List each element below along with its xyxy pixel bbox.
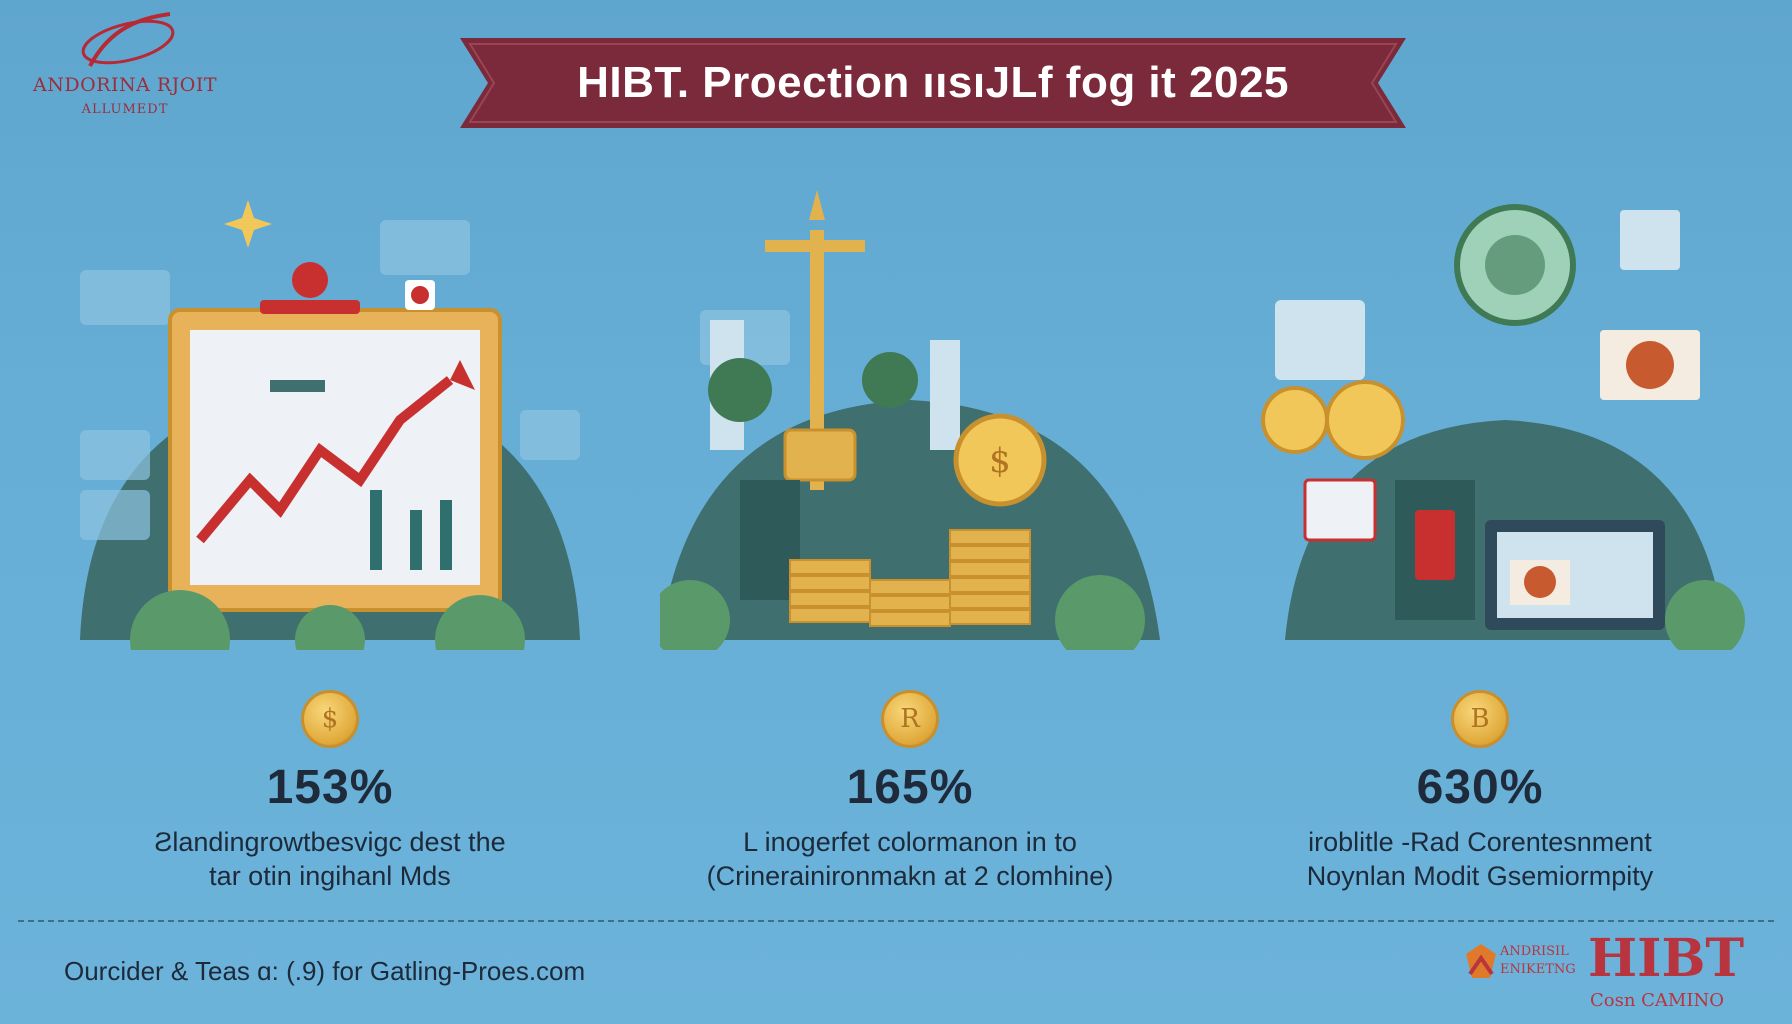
stat-block-2: R 165% L inogerfet colormanon in to (Cri… — [610, 690, 1210, 893]
stat-block-3: B 630% iroblitle -Rad Corentesnment Noyn… — [1180, 690, 1780, 893]
stat-percent: 630% — [1416, 761, 1544, 814]
stat-percent: 165% — [846, 761, 974, 814]
digital-casino-illustration — [1245, 180, 1745, 650]
stat-block-1: $ 153% Ƨlandingrowtbesvigc dest the tar … — [30, 690, 630, 893]
growth-chart-illustration — [80, 180, 580, 650]
logo-small-line2: ENIKETNG — [1500, 962, 1576, 977]
stat-description-line2: Noynlan Modit Gsemiormpity — [1306, 861, 1654, 891]
logo-tagline: ALLUMEDT — [81, 102, 169, 117]
coin-icon: R — [881, 690, 939, 748]
stat-description-line1: L inogerfet colormanon in to — [743, 827, 1077, 857]
title-banner: HIBT. Proection ıısıJLf fog it 2025 — [460, 38, 1406, 128]
source-credit: Ourcider & Teas ɑ: (.9) for Gatling-Proe… — [64, 956, 586, 986]
coin-icon: B — [1451, 690, 1509, 748]
logo-wordmark: HIBT — [1588, 928, 1745, 989]
city-coins-illustration: $ — [660, 180, 1160, 650]
brand-logo-top-left: ANDORINA RJOIT ALLUMEDT — [20, 8, 230, 118]
brand-logo-bottom-right: ANDRISIL ENIKETNG HIBT Cosn CAMINO — [1460, 928, 1780, 1018]
logo-name: ANDORINA RJOIT — [32, 74, 218, 96]
footer-divider — [18, 920, 1774, 922]
page-title: HIBT. Proection ıısıJLf fog it 2025 — [577, 58, 1289, 107]
stat-description-line1: iroblitle -Rad Corentesnment — [1308, 827, 1652, 857]
logo-subtitle: Cosn CAMINO — [1590, 990, 1724, 1011]
svg-text:$: $ — [989, 441, 1011, 481]
coin-icon: $ — [301, 690, 359, 748]
stat-percent: 153% — [266, 761, 394, 814]
stat-description-line2: (Crinerainironmakn at 2 clomhine) — [706, 861, 1114, 891]
logo-small-line1: ANDRISIL — [1500, 944, 1569, 959]
ribbon-shape — [460, 38, 1406, 128]
swoosh-logo-icon — [81, 12, 175, 67]
stat-description-line1: Ƨlandingrowtbesvigc dest the — [154, 827, 506, 857]
crest-icon — [1466, 944, 1496, 978]
stat-description-line2: tar otin ingihanl Mds — [209, 861, 451, 891]
